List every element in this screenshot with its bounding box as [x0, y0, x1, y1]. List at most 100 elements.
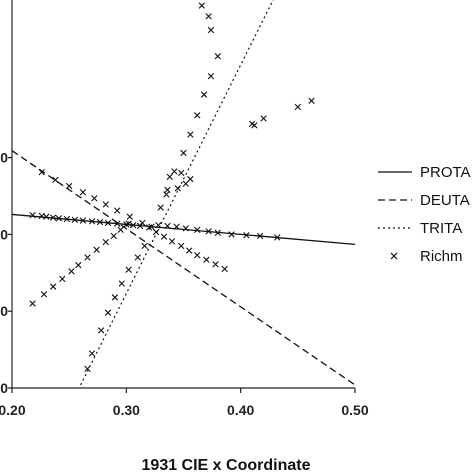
data-point-marker: [71, 216, 79, 223]
series-line-prota: [12, 213, 355, 246]
data-point-marker: [214, 53, 221, 60]
x-tick-label: 0.40: [227, 402, 254, 418]
data-point-marker: [125, 220, 132, 227]
data-point-marker: [141, 242, 148, 250]
data-point-marker: [52, 176, 59, 184]
data-point-marker: [97, 327, 105, 334]
data-point-marker: [160, 233, 168, 240]
data-point-marker: [243, 231, 250, 239]
data-point-marker: [111, 294, 119, 301]
data-point-marker: [136, 222, 144, 230]
data-point-marker: [168, 238, 176, 245]
axes: [8, 0, 356, 393]
data-point-marker: [139, 219, 146, 227]
legend-label: PROTA: [420, 164, 471, 181]
data-point-marker: [194, 226, 201, 233]
y-tick-label: 0: [0, 150, 8, 166]
data-point-marker: [125, 266, 132, 273]
data-point-marker: [118, 280, 125, 287]
legend: PROTA DEUTA TRITA Richm: [378, 164, 471, 265]
data-point-marker: [117, 226, 124, 233]
data-point-marker: [164, 186, 171, 194]
data-point-marker: [102, 238, 109, 246]
data-point-marker: [38, 169, 45, 176]
data-point-marker: [194, 112, 201, 119]
data-point-marker: [155, 221, 162, 229]
data-point-marker: [157, 204, 164, 211]
data-point-marker: [40, 291, 48, 298]
data-point-marker: [178, 169, 185, 177]
data-point-marker: [198, 2, 205, 9]
data-point-marker: [205, 228, 212, 235]
data-point-marker: [187, 131, 194, 138]
data-point-marker: [29, 212, 36, 219]
data-point-marker: [126, 213, 133, 220]
legend-entry: Richm: [390, 248, 463, 265]
data-point-marker: [134, 254, 141, 261]
data-point-marker: [88, 350, 96, 357]
data-point-marker: [180, 149, 187, 157]
data-point-marker: [113, 220, 121, 227]
data-point-marker: [163, 191, 170, 198]
data-point-marker: [187, 175, 194, 183]
data-point-marker: [148, 223, 155, 230]
tick-labels: 0.20 0.30 0.40 0.50 0 0 0 0: [0, 150, 369, 418]
data-point-marker: [256, 232, 264, 240]
data-point-marker: [174, 185, 181, 192]
data-point-marker: [200, 91, 208, 98]
legend-entry: PROTA: [378, 164, 471, 181]
data-point-marker: [43, 213, 50, 220]
legend-label: TRITA: [420, 220, 462, 237]
data-point-marker: [102, 201, 109, 208]
data-point-marker: [171, 168, 178, 175]
data-point-marker: [110, 232, 117, 240]
legend-label: Richm: [420, 248, 463, 265]
data-point-marker: [228, 231, 235, 238]
data-point-marker: [79, 217, 87, 224]
data-point-marker: [164, 222, 171, 230]
data-point-marker: [29, 300, 36, 307]
data-point-marker: [166, 173, 173, 180]
x-tick-label: 0.20: [0, 402, 26, 418]
data-point-marker: [93, 246, 100, 253]
data-point-marker: [55, 215, 63, 222]
data-point-marker: [207, 73, 215, 80]
legend-entry: TRITA: [378, 220, 462, 237]
data-point-marker: [274, 234, 281, 241]
data-point-marker: [104, 219, 112, 227]
legend-marker: [390, 252, 398, 260]
data-point-marker: [214, 229, 221, 237]
data-point-marker: [113, 207, 121, 214]
data-point-marker: [221, 265, 228, 273]
data-point-marker: [308, 97, 315, 104]
data-point-marker: [91, 195, 98, 202]
x-tick-label: 0.30: [113, 402, 140, 418]
data-point-marker: [65, 182, 73, 190]
data-point-marker: [104, 309, 112, 316]
data-point-marker: [96, 218, 104, 226]
data-point-marker: [260, 115, 267, 122]
data-point-marker: [194, 251, 201, 259]
y-tick-label: 0: [0, 380, 8, 396]
data-point-marker: [205, 13, 212, 20]
series-line-deuta: [12, 150, 355, 386]
series-line-trita: [80, 0, 274, 386]
data-point-marker: [207, 26, 215, 34]
legend-label: DEUTA: [420, 192, 470, 209]
data-point-marker: [130, 221, 137, 229]
data-point-marker: [203, 256, 210, 263]
y-tick-label: 0: [0, 303, 8, 319]
data-point-marker: [186, 247, 193, 254]
series-layer: [12, 0, 355, 386]
data-point-marker: [84, 254, 91, 261]
data-point-marker: [212, 261, 219, 268]
data-point-marker: [75, 261, 82, 269]
x-tick-label: 0.50: [341, 402, 368, 418]
data-point-marker: [152, 228, 160, 236]
data-point-marker: [49, 214, 57, 221]
data-point-marker: [49, 283, 57, 290]
data-point-marker: [178, 242, 185, 250]
data-point-marker: [84, 365, 91, 372]
legend-entry: DEUTA: [378, 192, 470, 209]
